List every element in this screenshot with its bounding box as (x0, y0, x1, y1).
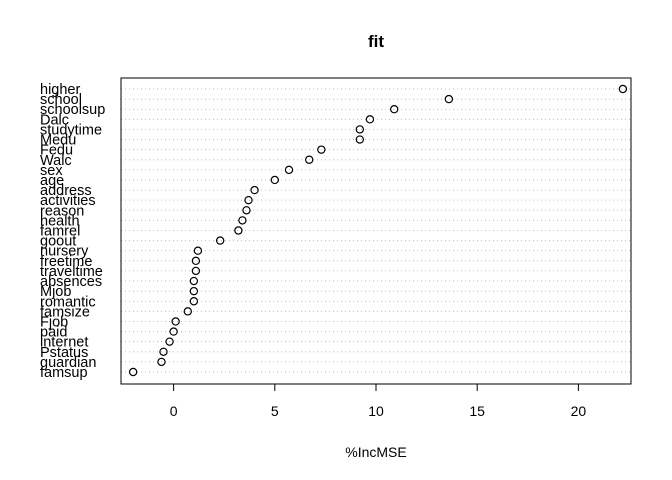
data-point (270, 175, 280, 185)
data-point (183, 307, 192, 316)
data-point (215, 236, 225, 245)
variable-label: school (40, 92, 82, 108)
data-point (128, 367, 138, 377)
variable-label: romantic (40, 294, 96, 310)
data-point (355, 125, 365, 134)
variable-label: famsup (40, 365, 88, 381)
x-tick-label: 20 (571, 403, 587, 419)
variable-label: famsize (40, 304, 90, 320)
data-points (128, 84, 628, 377)
data-point (355, 135, 365, 144)
data-point (157, 357, 166, 367)
data-point (244, 195, 253, 205)
variable-label: goout (40, 234, 76, 250)
data-point (165, 337, 174, 346)
data-point (242, 206, 251, 215)
variable-label: famrel (40, 224, 80, 240)
x-tick-label: 5 (271, 403, 279, 419)
data-point (234, 226, 243, 235)
variable-label: internet (40, 335, 88, 351)
variable-label: absences (40, 274, 102, 290)
x-axis-label: %IncMSE (345, 444, 406, 460)
data-point (618, 84, 628, 94)
data-point (189, 297, 199, 306)
data-point (390, 105, 399, 114)
data-point (305, 155, 314, 164)
variable-label: Fjob (40, 314, 68, 330)
data-point (159, 347, 168, 356)
variable-label: reason (40, 203, 84, 219)
x-axis: 0 5 10 15 20 (170, 383, 587, 419)
variable-labels: higherschoolschoolsupDalcstudytimeMeduFe… (40, 82, 105, 381)
variable-label: guardian (40, 355, 96, 371)
variable-label: Walc (40, 153, 72, 169)
variable-label: Medu (40, 133, 76, 149)
data-point (317, 145, 326, 154)
variable-label: Dalc (40, 112, 69, 128)
data-point (189, 286, 199, 296)
variable-label: freetime (40, 254, 92, 270)
chart-title: fit (368, 32, 384, 51)
variable-label: studytime (40, 122, 102, 138)
x-tick-label: 10 (368, 403, 384, 419)
data-point (191, 256, 201, 266)
variable-label: traveltime (40, 264, 103, 280)
variable-label: address (40, 183, 92, 199)
variable-label: Fedu (40, 143, 73, 159)
data-point (238, 216, 247, 225)
x-tick-label: 15 (469, 403, 485, 419)
data-point (169, 327, 178, 336)
data-point (284, 165, 294, 175)
data-point (171, 317, 180, 326)
variable-label: nursery (40, 244, 89, 260)
guide-lines (121, 88, 631, 373)
variable-label: health (40, 213, 80, 229)
data-point (250, 185, 259, 195)
data-point (365, 115, 375, 124)
variable-label: paid (40, 325, 67, 341)
variable-label: activities (40, 193, 96, 209)
variable-label: sex (40, 163, 63, 179)
variable-label: Pstatus (40, 345, 88, 361)
x-tick-label: 0 (170, 403, 178, 419)
data-point (193, 246, 203, 255)
data-point (444, 94, 454, 104)
variable-label: higher (40, 82, 80, 98)
variable-label: age (40, 173, 64, 189)
data-point (191, 266, 201, 276)
variable-label: Mjob (40, 284, 71, 300)
variable-label: schoolsup (40, 102, 105, 118)
data-point (189, 276, 199, 286)
